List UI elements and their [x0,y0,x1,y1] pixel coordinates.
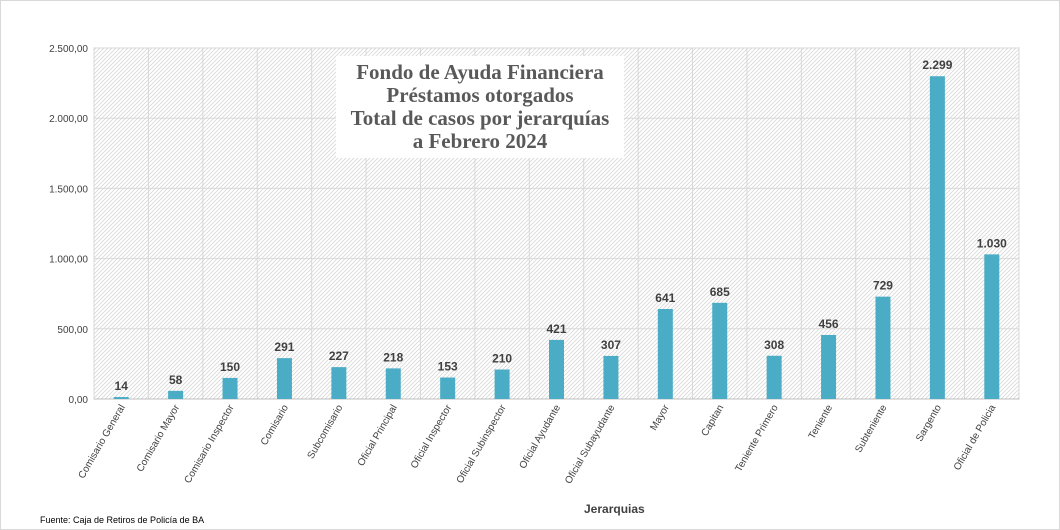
bar [929,76,945,399]
x-tick-label: Capitan [700,403,727,438]
chart-title: Fondo de Ayuda Financiera Préstamos otor… [336,56,624,158]
data-label: 729 [873,279,893,293]
data-label: 421 [546,322,566,336]
data-label: 210 [492,352,512,366]
source-note: Fuente: Caja de Retiros de Policía de BA [40,515,205,525]
y-tick-label: 500,00 [57,325,88,336]
data-labels: 14 58 150 291 227 218 153 210 421 307 641 685 308 456… [115,58,1008,393]
x-tick-label: Subcomisario [306,403,346,461]
data-label: 641 [655,291,675,305]
x-tick-label: Oficial Inspector [409,402,455,470]
data-label: 307 [601,338,621,352]
chart-title-line: Préstamos otorgados [386,83,574,107]
bar [222,377,238,399]
bar [440,377,456,399]
data-label: 150 [220,360,240,374]
bar [657,309,673,399]
x-tick-label: Comisario [259,403,291,448]
bars [113,76,1000,399]
y-tick-label: 2.500,00 [49,44,88,55]
x-tick-label: Oficial de Policia [952,403,999,473]
x-tick-label: Mayor [648,402,672,432]
bar [603,355,619,399]
data-label: 218 [383,350,403,364]
bar [875,296,891,399]
chart-title-line: a Febrero 2024 [412,129,548,153]
x-tick-label: Sargento [914,403,944,444]
chart-title-line: Total de casos por jerarquías [350,106,610,130]
bar [766,355,782,399]
data-label: 308 [764,338,784,352]
y-tick-label: 0,00 [69,395,89,406]
x-tick-label: Teniente [807,403,836,442]
data-label: 227 [329,349,349,363]
x-axis-ticks: Comisario General Comisario Mayor Comisari… [77,402,999,486]
bar [494,369,510,399]
x-tick-label: Comisario Inspector [183,402,237,485]
data-label: 1.030 [977,236,1007,250]
data-label: 291 [274,340,294,354]
x-tick-label: Oficial Subayudante [563,403,617,486]
bar [385,368,401,399]
bar [821,334,837,399]
x-tick-label: Comisario General [77,403,128,481]
bar [549,339,564,399]
y-axis-ticks: 0,00 500,00 1.000,00 1.500,00 2.000,00 2.500,… [49,44,88,406]
x-tick-label: Oficial Principal [356,403,400,468]
x-tick-label: Subteniente [853,403,889,455]
data-label: 456 [819,317,839,331]
y-tick-label: 1.500,00 [49,184,88,195]
y-tick-label: 1.000,00 [49,255,88,266]
x-tick-label: Comisario Mayor [135,402,183,474]
bar [113,397,129,399]
data-label: 685 [710,285,730,299]
chart-title-line: Fondo de Ayuda Financiera [356,60,604,84]
bar [168,390,184,399]
bar [276,358,292,399]
data-label: 153 [438,360,458,374]
data-label: 58 [169,373,183,387]
x-tick-label: Teniente Primero [733,403,781,474]
bar [331,367,347,399]
x-tick-label: Oficial Ayudante [518,403,564,471]
x-tick-label: Oficial Subinspector [455,402,509,485]
bar [712,302,728,399]
x-axis-title: Jerarquias [584,502,645,516]
y-tick-label: 2.000,00 [49,114,88,125]
bar [984,254,1000,399]
data-label: 2.299 [922,58,952,72]
data-label: 14 [115,379,129,393]
